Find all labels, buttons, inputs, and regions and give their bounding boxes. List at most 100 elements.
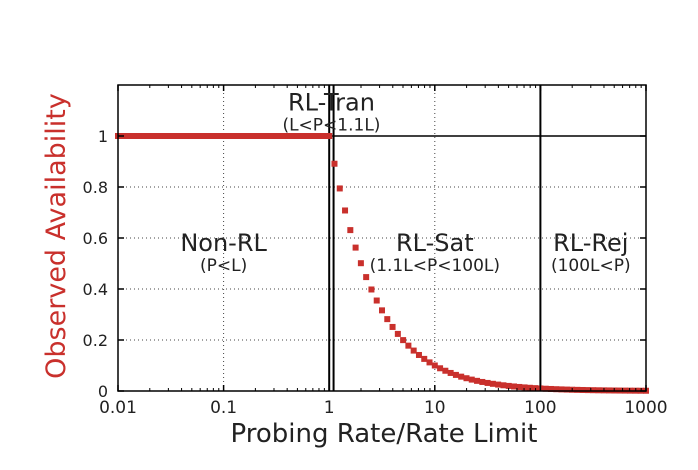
data-point — [458, 373, 465, 380]
data-point — [141, 133, 148, 139]
data-point — [268, 133, 275, 139]
data-point — [558, 386, 565, 393]
data-point — [421, 355, 428, 362]
data-point — [331, 160, 338, 167]
data-point — [405, 342, 412, 349]
data-point — [463, 375, 470, 382]
data-point — [336, 185, 343, 192]
x-tick-label: 1 — [324, 398, 335, 418]
region-name: Non-RL — [180, 229, 267, 257]
data-point — [505, 382, 512, 389]
data-point — [315, 133, 322, 139]
x-axis-label: Probing Rate/Rate Limit — [231, 419, 538, 449]
y-tick-label: 0.4 — [83, 280, 108, 299]
y-tick-label: 0.2 — [83, 331, 108, 350]
data-point — [500, 382, 507, 389]
data-point — [447, 369, 454, 376]
data-point — [151, 133, 158, 139]
data-point — [474, 377, 481, 384]
data-point — [247, 133, 253, 139]
data-point — [563, 386, 570, 393]
data-point — [415, 351, 422, 358]
data-point — [521, 384, 528, 391]
data-point — [167, 133, 174, 139]
data-point — [368, 286, 375, 293]
region-name: RL-Tran — [288, 89, 375, 117]
data-point — [278, 133, 285, 139]
data-point — [479, 378, 486, 385]
data-point — [220, 133, 227, 139]
data-point — [526, 384, 533, 391]
data-point — [389, 323, 396, 330]
data-point — [574, 386, 581, 393]
data-point — [210, 133, 217, 139]
data-point — [379, 307, 385, 314]
data-point — [130, 133, 137, 139]
data-point — [511, 383, 517, 390]
data-point — [299, 133, 306, 139]
data-point — [252, 133, 259, 139]
region-name: RL-Rej — [553, 229, 628, 257]
x-tick-label: 1000 — [624, 398, 667, 418]
data-point — [437, 365, 444, 372]
data-point — [547, 385, 554, 392]
data-point — [199, 133, 206, 139]
region-condition: (L<P<1.1L) — [282, 116, 380, 136]
data-point — [178, 133, 185, 139]
data-point — [326, 133, 333, 139]
data-point — [357, 260, 364, 267]
data-point — [273, 133, 280, 139]
data-point — [516, 383, 523, 390]
data-point — [146, 133, 153, 139]
data-point — [236, 133, 243, 139]
data-point — [157, 133, 164, 139]
data-point — [173, 133, 180, 139]
data-point — [431, 362, 438, 369]
data-point — [410, 347, 417, 354]
data-point — [400, 337, 407, 344]
data-point — [257, 133, 264, 139]
data-point — [363, 274, 370, 281]
data-point — [310, 133, 317, 139]
data-point — [489, 380, 496, 387]
data-point — [204, 133, 211, 139]
data-point — [347, 227, 354, 234]
data-point — [542, 385, 549, 392]
y-tick-label: 1 — [98, 127, 108, 146]
data-point — [125, 133, 132, 139]
data-point — [262, 133, 269, 139]
x-tick-label: 10 — [424, 398, 446, 418]
data-point — [468, 376, 475, 383]
data-point — [241, 133, 248, 139]
data-point — [215, 133, 222, 139]
data-point — [484, 379, 491, 386]
x-tick-label: 0.01 — [99, 398, 137, 418]
region-condition: (1.1L<P<100L) — [370, 256, 500, 276]
data-point — [579, 386, 586, 393]
data-point — [590, 387, 597, 394]
data-point — [553, 386, 560, 393]
y-tick-label: 0 — [98, 382, 108, 401]
y-tick-label: 0.8 — [83, 178, 108, 197]
data-point — [394, 330, 401, 337]
data-point — [162, 133, 169, 139]
y-tick-label: 0.6 — [83, 229, 108, 248]
data-point — [194, 133, 201, 139]
region-condition: (100L<P) — [551, 256, 631, 276]
data-point — [183, 133, 190, 139]
data-point — [584, 387, 591, 394]
region-condition: (P<L) — [200, 256, 247, 276]
y-axis-label: Observed Availability — [41, 93, 72, 379]
data-point — [373, 297, 380, 304]
data-point — [231, 133, 238, 139]
data-point — [442, 367, 449, 374]
x-tick-label: 0.1 — [210, 398, 237, 418]
region-name: RL-Sat — [396, 229, 474, 257]
data-point — [305, 133, 312, 139]
x-tick-label: 100 — [524, 398, 556, 418]
data-point — [384, 316, 391, 323]
data-point — [342, 207, 349, 214]
data-point — [283, 133, 290, 139]
